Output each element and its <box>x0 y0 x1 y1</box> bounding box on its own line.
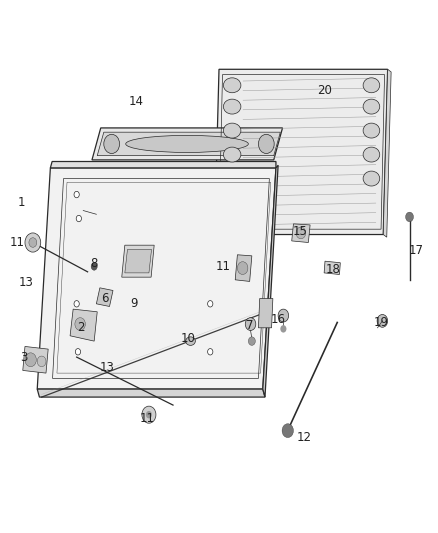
Circle shape <box>280 325 286 333</box>
Polygon shape <box>37 389 265 397</box>
Ellipse shape <box>223 99 241 114</box>
Polygon shape <box>383 69 391 237</box>
Circle shape <box>142 406 156 423</box>
Circle shape <box>208 349 213 355</box>
Polygon shape <box>92 128 283 160</box>
Polygon shape <box>23 346 48 373</box>
Text: 9: 9 <box>130 297 138 310</box>
Polygon shape <box>70 309 97 341</box>
Ellipse shape <box>186 337 195 345</box>
Circle shape <box>278 309 289 322</box>
Ellipse shape <box>363 99 380 114</box>
Circle shape <box>146 411 152 418</box>
Circle shape <box>74 191 79 198</box>
Text: 6: 6 <box>101 292 109 305</box>
Text: 20: 20 <box>317 84 332 97</box>
Polygon shape <box>215 69 388 235</box>
Polygon shape <box>324 261 340 274</box>
Text: 11: 11 <box>216 260 231 273</box>
Circle shape <box>29 238 37 247</box>
Polygon shape <box>258 298 273 328</box>
Text: 15: 15 <box>293 225 307 238</box>
Circle shape <box>237 262 248 274</box>
Ellipse shape <box>223 147 241 162</box>
Circle shape <box>245 318 256 330</box>
Circle shape <box>248 337 255 345</box>
Ellipse shape <box>363 171 380 186</box>
Polygon shape <box>50 161 276 168</box>
Polygon shape <box>96 288 113 306</box>
Circle shape <box>25 233 41 252</box>
Ellipse shape <box>363 123 380 138</box>
Text: 16: 16 <box>271 313 286 326</box>
Circle shape <box>104 134 120 154</box>
Polygon shape <box>125 249 152 273</box>
Text: 10: 10 <box>181 332 196 345</box>
Ellipse shape <box>223 123 241 138</box>
Text: 11: 11 <box>139 412 154 425</box>
Text: 13: 13 <box>19 276 34 289</box>
Text: 14: 14 <box>128 95 143 108</box>
Text: 19: 19 <box>374 316 389 329</box>
Text: 8: 8 <box>91 257 98 270</box>
Circle shape <box>25 353 36 367</box>
Circle shape <box>406 212 413 222</box>
Ellipse shape <box>363 78 380 93</box>
Text: 13: 13 <box>100 361 115 374</box>
Circle shape <box>282 424 293 438</box>
Polygon shape <box>37 168 276 389</box>
Circle shape <box>258 134 274 154</box>
Circle shape <box>91 263 97 270</box>
Circle shape <box>296 227 306 239</box>
Circle shape <box>75 318 85 330</box>
Text: 18: 18 <box>325 263 340 276</box>
Circle shape <box>37 356 46 367</box>
Polygon shape <box>97 132 280 156</box>
Ellipse shape <box>363 147 380 162</box>
Text: 1: 1 <box>18 196 26 209</box>
Text: 2: 2 <box>77 321 85 334</box>
Text: 11: 11 <box>10 236 25 249</box>
Text: 3: 3 <box>21 351 28 364</box>
Ellipse shape <box>126 135 248 152</box>
Circle shape <box>377 314 388 327</box>
Text: 17: 17 <box>409 244 424 257</box>
Text: 7: 7 <box>246 319 254 332</box>
Polygon shape <box>292 224 310 243</box>
Circle shape <box>74 301 79 307</box>
Polygon shape <box>235 255 252 281</box>
Text: 12: 12 <box>297 431 312 443</box>
Polygon shape <box>122 245 154 277</box>
Ellipse shape <box>223 78 241 93</box>
Circle shape <box>75 349 81 355</box>
Circle shape <box>76 215 81 222</box>
Polygon shape <box>263 165 278 397</box>
Circle shape <box>208 301 213 307</box>
